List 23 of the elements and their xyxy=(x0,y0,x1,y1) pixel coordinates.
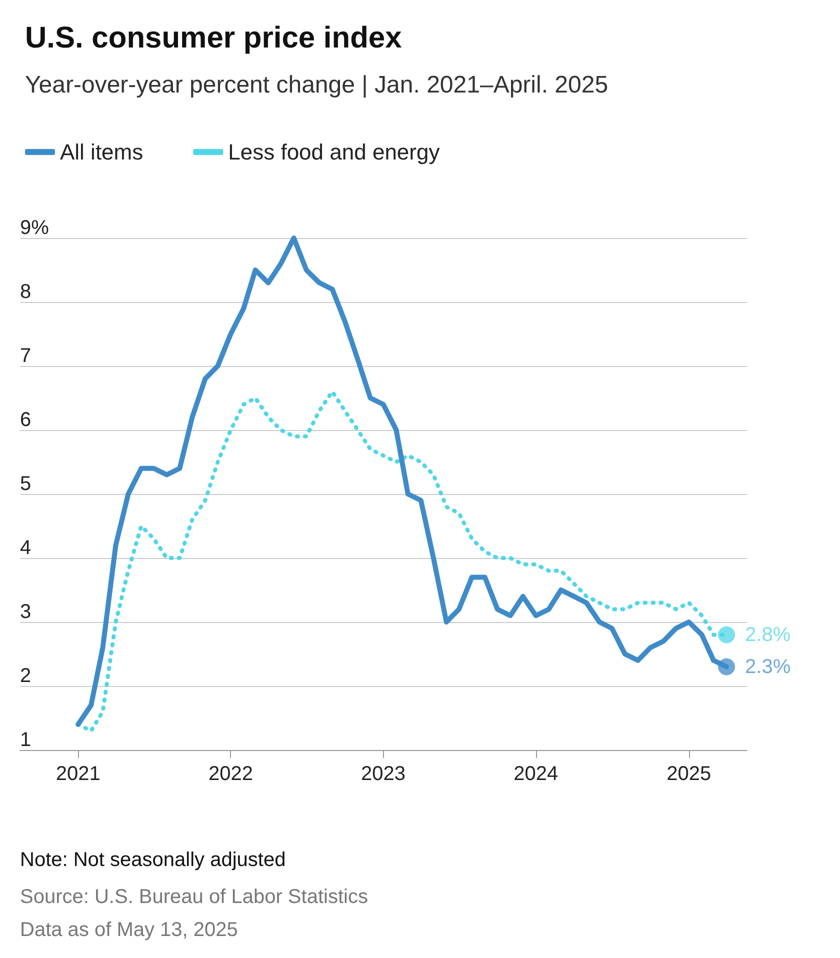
y-tick-label: 9% xyxy=(20,217,50,239)
x-tick-label: 2023 xyxy=(361,763,406,785)
data-label: 2.8% xyxy=(745,624,791,646)
y-tick-label: 7 xyxy=(20,345,32,367)
x-tick-label: 2025 xyxy=(666,763,712,785)
x-tick-label: 2021 xyxy=(56,763,100,785)
text: Note: Not seasonally adjusted xyxy=(20,849,286,871)
legend-label: Less food and energy xyxy=(228,140,440,164)
y-tick-label: 2 xyxy=(20,665,32,687)
chart-subtitle: Year-over-year percent change | Jan. 2021–April. 2025 xyxy=(25,72,608,98)
y-tick-label: 8 xyxy=(20,281,32,303)
y-tick-label: 6 xyxy=(20,409,32,431)
y-tick-label: 5 xyxy=(20,473,32,495)
chart-title: U.S. consumer price index xyxy=(25,22,402,54)
y-tick-label: 4 xyxy=(20,537,32,559)
x-tick-label: 2024 xyxy=(514,763,558,785)
source-note: Source: U.S. Bureau of Labor Statistics xyxy=(20,886,368,908)
x-tick-label: 2022 xyxy=(208,763,253,785)
data-label: 2.3% xyxy=(745,656,791,678)
y-tick-label: 3 xyxy=(20,601,32,623)
text: Data as of May 13, 2025 xyxy=(20,919,238,941)
legend-label: All items xyxy=(60,140,144,164)
y-tick-label: 1 xyxy=(20,729,32,751)
